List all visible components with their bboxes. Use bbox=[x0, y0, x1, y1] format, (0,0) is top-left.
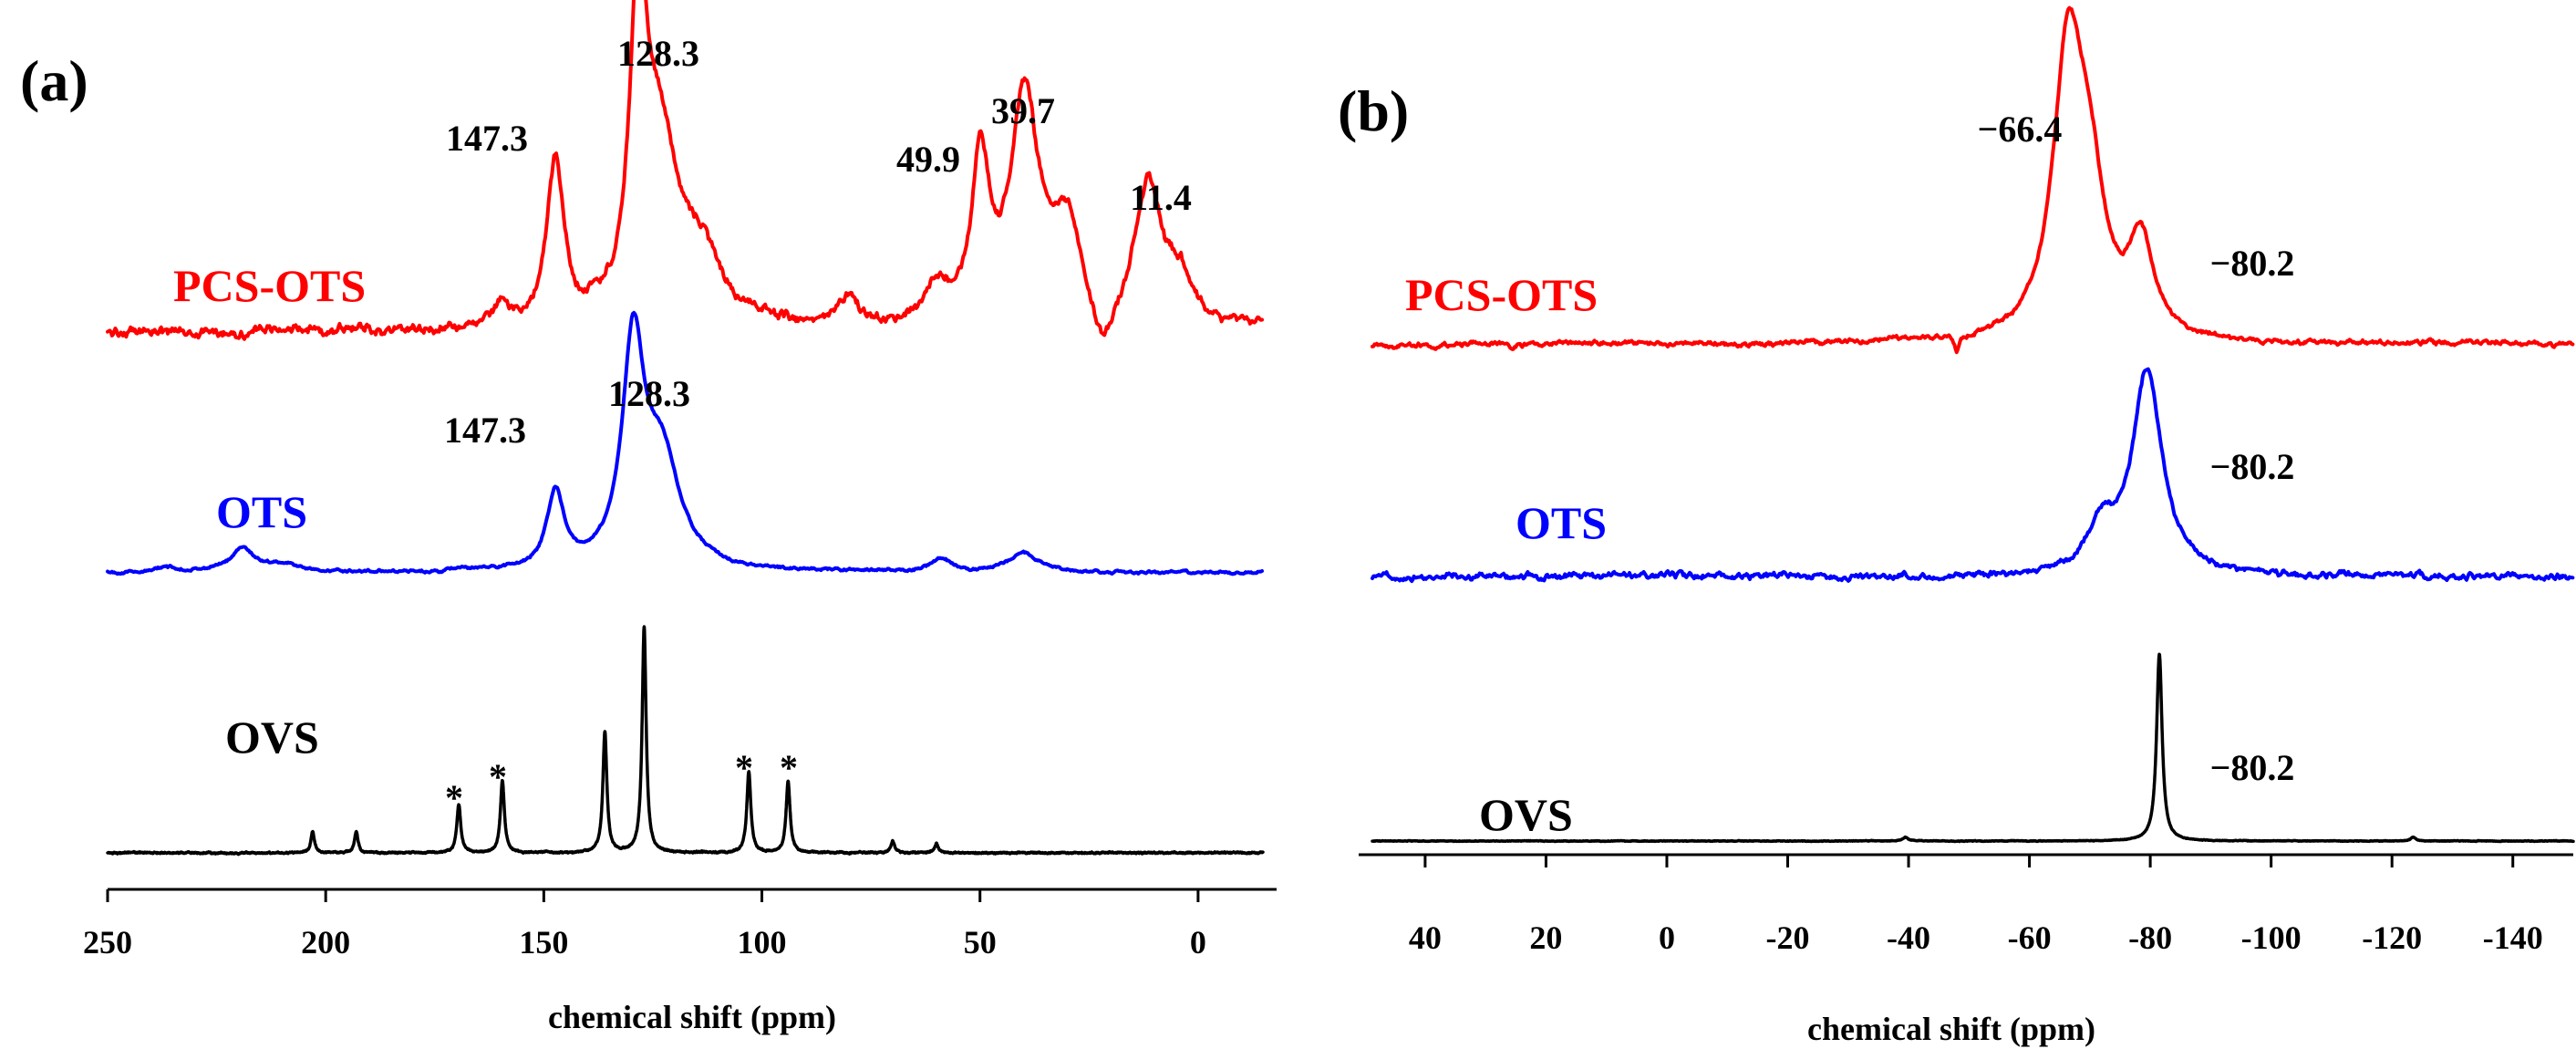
panel-a-x-tick-label: 150 bbox=[519, 924, 568, 961]
panel-b-x-tick-label: -120 bbox=[2362, 919, 2422, 956]
panel-a-x-tick-label: 50 bbox=[964, 924, 997, 961]
panel-b-x-axis-title: chemical shift (ppm) bbox=[1807, 1011, 2095, 1047]
panel-a-letter: (a) bbox=[20, 48, 88, 113]
panel-b-x-tick-label: 40 bbox=[1409, 919, 1442, 956]
panel-a-x-tick-label: 0 bbox=[1190, 924, 1206, 961]
panel-b-trace-ovs bbox=[1371, 652, 2575, 844]
panel-b-x-tick-label: -140 bbox=[2483, 919, 2543, 956]
panel-b-ovs-peak-label: −80.2 bbox=[2210, 747, 2295, 788]
panel-b-series-label-ots: OTS bbox=[1516, 497, 1607, 548]
panel-a-x-ticks: 250 200 150 100 50 0 bbox=[83, 889, 1206, 961]
panel-a-pcs-ots-peak-label: 147.3 bbox=[446, 118, 528, 159]
panel-a-trace-ovs bbox=[106, 625, 1265, 857]
panel-b-x-tick-label: -40 bbox=[1887, 919, 1930, 956]
panel-b-letter: (b) bbox=[1338, 78, 1409, 143]
panel-b-pcs-ots-peak-label: −66.4 bbox=[1978, 109, 2063, 150]
panel-a-pcs-ots-peak-label: 39.7 bbox=[991, 90, 1055, 131]
panel-a-ovs-sideband-marker: * bbox=[445, 777, 463, 818]
panel-b-pcs-ots-peak-label: −80.2 bbox=[2210, 243, 2295, 284]
panel-b-x-tick-label: -80 bbox=[2128, 919, 2172, 956]
panel-a-series-label-ots: OTS bbox=[216, 486, 307, 537]
panel-a-series-label-pcs-ots: PCS-OTS bbox=[173, 260, 366, 311]
panel-a-ovs-sideband-marker: * bbox=[489, 756, 507, 797]
panel-b-x-ticks: 40 20 0 -20 -40 -60 -80 -100 -120 -140 bbox=[1409, 855, 2543, 956]
panel-a-ovs-sideband-marker: * bbox=[735, 747, 753, 788]
panel-b-series-label-pcs-ots: PCS-OTS bbox=[1405, 269, 1598, 320]
panel-b-ots-peak-label: −80.2 bbox=[2210, 446, 2295, 487]
panel-b-trace-ots bbox=[1371, 367, 2575, 584]
panel-a-x-axis-title: chemical shift (ppm) bbox=[548, 999, 836, 1035]
panel-b-x-tick-label: 0 bbox=[1659, 919, 1675, 956]
panel-a: (a) 250 200 150 100 50 0 chemical shift (ppm)… bbox=[20, 0, 1277, 1035]
panel-a-ots-peak-label: 128.3 bbox=[608, 373, 690, 414]
panel-a-x-tick-label: 100 bbox=[738, 924, 787, 961]
panel-a-pcs-ots-peak-label: 11.4 bbox=[1130, 177, 1192, 218]
panel-a-x-tick-label: 200 bbox=[301, 924, 350, 961]
panel-a-trace-ots bbox=[106, 310, 1264, 576]
panel-b-x-tick-label: -20 bbox=[1766, 919, 1810, 956]
panel-a-pcs-ots-peak-label: 49.9 bbox=[896, 139, 960, 180]
panel-a-pcs-ots-peak-label: 128.3 bbox=[617, 33, 699, 74]
panel-b: (b) 40 20 0 -20 -40 -60 -80 -100 -120 -140 chemic… bbox=[1338, 5, 2575, 1047]
panel-a-x-tick-label: 250 bbox=[83, 924, 132, 961]
panel-b-trace-pcs-ots bbox=[1371, 5, 2575, 355]
panel-a-series-label-ovs: OVS bbox=[225, 711, 319, 763]
panel-b-x-tick-label: -60 bbox=[2008, 919, 2052, 956]
panel-a-ots-peak-label: 147.3 bbox=[444, 410, 526, 451]
panel-b-x-tick-label: -100 bbox=[2241, 919, 2302, 956]
panel-a-ovs-sideband-marker: * bbox=[780, 747, 798, 788]
panel-b-series-label-ovs: OVS bbox=[1479, 789, 1573, 840]
panel-a-trace-pcs-ots bbox=[106, 0, 1264, 341]
panel-b-x-tick-label: 20 bbox=[1529, 919, 1562, 956]
